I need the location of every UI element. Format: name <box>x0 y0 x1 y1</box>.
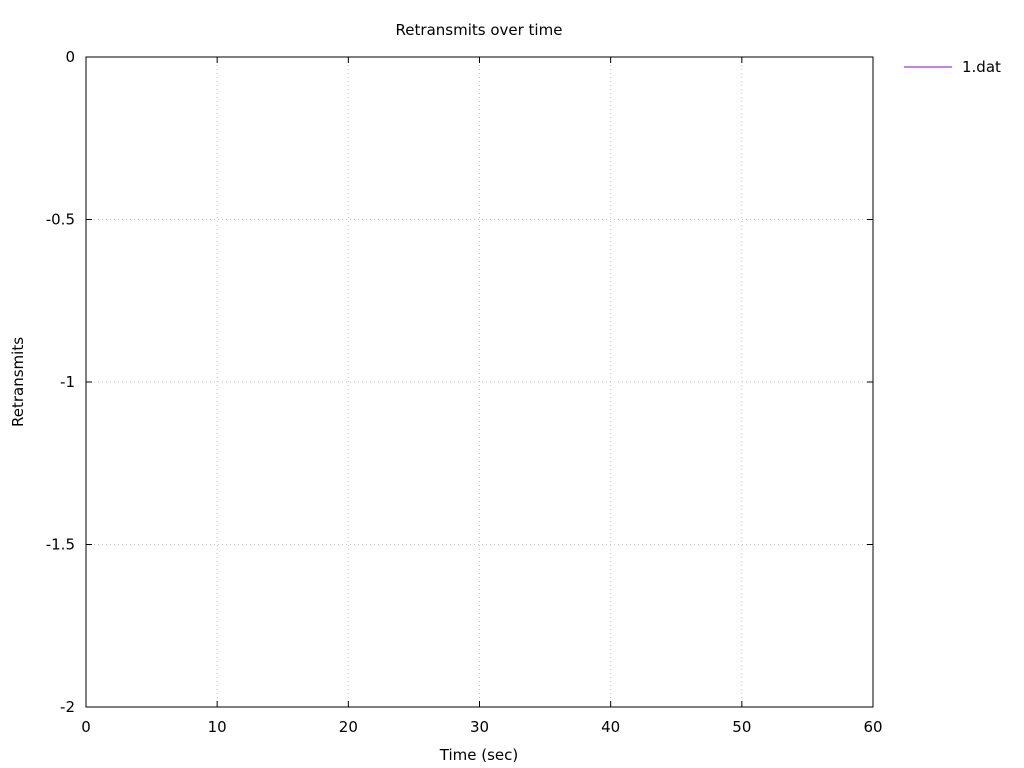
x-tick-label: 20 <box>339 718 358 736</box>
y-tick-label: -0.5 <box>46 211 75 229</box>
chart-title: Retransmits over time <box>396 21 563 39</box>
x-tick-label: 30 <box>470 718 489 736</box>
x-tick-label: 0 <box>81 718 91 736</box>
x-tick-label: 50 <box>732 718 751 736</box>
y-tick-label: -2 <box>60 698 75 716</box>
x-axis-label: Time (sec) <box>439 746 518 764</box>
legend: 1.dat <box>904 58 1001 76</box>
y-tick-label: -1 <box>60 373 75 391</box>
x-tick-label: 60 <box>863 718 882 736</box>
legend-label: 1.dat <box>962 58 1001 76</box>
x-axis-tick-labels: 0 10 20 30 40 50 60 <box>81 718 882 736</box>
y-tick-label: 0 <box>65 48 75 66</box>
y-tick-label: -1.5 <box>46 536 75 554</box>
grid-lines <box>86 57 873 707</box>
axis-ticks <box>85 56 874 708</box>
x-tick-label: 10 <box>208 718 227 736</box>
y-axis-label: Retransmits <box>9 337 27 427</box>
x-tick-label: 40 <box>601 718 620 736</box>
y-axis-tick-labels: 0 -0.5 -1 -1.5 -2 <box>46 48 75 716</box>
